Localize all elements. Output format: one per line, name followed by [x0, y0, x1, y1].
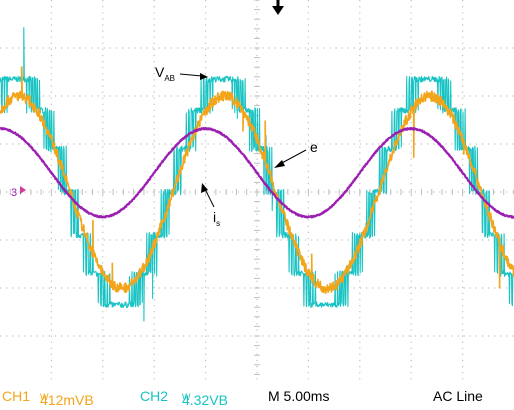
waveform-traces: [0, 27, 514, 322]
ch2-label: CH2: [140, 388, 169, 404]
annotation-is: is: [213, 209, 220, 228]
ground-reference-arrow: [20, 186, 26, 194]
status-bar: CH1 412mVB W CH2 4.32VB W M 5.00ms AC Line: [0, 384, 514, 410]
trace-is: [0, 126, 514, 219]
ground-reference-label: 3: [11, 187, 17, 199]
annotation-e-arrowhead: [274, 160, 285, 168]
screen-markers: 3: [11, 0, 284, 199]
annotation-e: e: [310, 139, 318, 155]
graticule: [0, 0, 514, 384]
trace-e: [0, 66, 514, 294]
annotation-vab-arrow: [179, 73, 203, 77]
annotation-vab-arrowhead: [200, 73, 208, 80]
trigger-source-readout: AC Line: [433, 388, 483, 404]
ch1-label: CH1: [2, 388, 31, 404]
trigger-position-marker: [272, 6, 284, 15]
trace-vab: [0, 27, 514, 322]
annotations: VAB e is: [155, 64, 318, 228]
annotation-is-arrow: [204, 188, 215, 208]
trigger-marker-stem: [276, 0, 280, 7]
timebase-readout: M 5.00ms: [268, 388, 330, 404]
annotation-vab: VAB: [155, 64, 175, 83]
annotation-is-arrowhead: [201, 183, 208, 193]
annotation-e-arrow: [279, 149, 307, 165]
